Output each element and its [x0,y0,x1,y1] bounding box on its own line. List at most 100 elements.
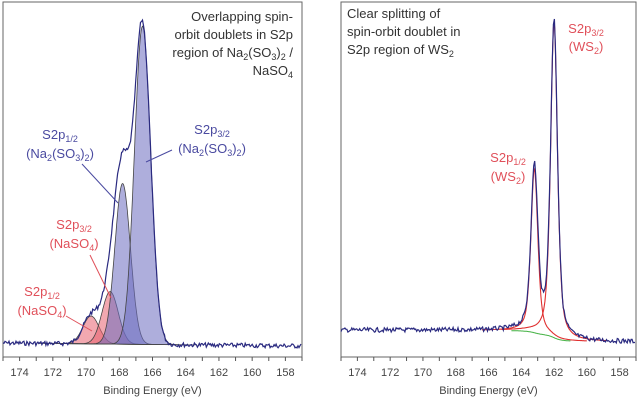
subscript: 2 [237,148,242,158]
x-tick-label: 158 [276,367,294,379]
text-run: S2p [490,150,513,165]
peak-annotation: S2p3/2(WS2) [568,21,604,56]
text-run: Clear splitting of [347,6,441,21]
panel-title-line: NaSO4 [253,63,293,80]
x-tick-label: 162 [210,367,228,379]
text-run: Overlapping spin- [191,9,293,24]
subscript: 2 [47,153,52,163]
measured-envelope-line [340,18,635,345]
peak-annotation: S2p3/2 (NaSO4) [49,217,112,299]
text-run: (NaSO [17,303,57,318]
x-tick-label: 160 [243,367,261,379]
subscript: 2 [85,153,90,163]
peak-label-line: S2p3/2 [56,217,92,234]
subscript: 2 [281,52,286,62]
x-tick-label: 174 [348,367,366,379]
peak-annotation: S2p1/2 (WS2) [490,150,526,186]
leader-line [145,149,173,163]
subscript: 1/2 [513,157,526,167]
x-axis-label: Binding Energy (eV) [439,385,537,397]
x-tick-label: 162 [545,367,563,379]
subscript: 3 [75,153,80,163]
text-run: ) [276,45,280,60]
text-run: spin-orbit doublet in [347,24,460,39]
x-tick-label: 170 [77,367,95,379]
text-run: (WS [569,39,595,54]
x-tick-label: 160 [578,367,596,379]
text-run: (NaSO [49,236,89,251]
subscript: 2 [516,176,521,186]
text-run: S2p [56,217,79,232]
text-run: S2p [42,127,65,142]
text-run: region of Na [172,45,244,60]
panel-title-line: Clear splitting of [347,6,441,21]
text-run: (SO [248,45,271,60]
text-run: (Na [178,141,200,156]
text-run: orbit doublets in S2p [174,27,293,42]
leader-line [81,163,119,204]
text-run: ) [242,141,246,156]
peak-label-line: S2p1/2 [24,284,60,301]
text-run: S2p [24,284,47,299]
text-run: ) [599,39,603,54]
text-run: (WS [491,169,517,184]
subscript: 3/2 [79,224,92,234]
text-run: ) [521,169,525,184]
peak-label-line: S2p1/2 [42,127,78,144]
panel-title-line: orbit doublets in S2p [174,27,293,42]
peak-label-line: (WS2) [569,39,604,56]
x-tick-label: 164 [177,367,195,379]
x-tick-label: 158 [610,367,628,379]
x-tick-label: 172 [44,367,62,379]
text-run: ) [90,146,94,161]
left-panel-nas-spectrum: 174 172 170 168 166 164 162 160 158 Binding Energ… [2,1,303,397]
text-run: S2p region of WS [347,42,449,57]
panel-title-line: S2p region of WS2 [347,42,454,59]
peak-label-line: S2p3/2 [194,122,230,139]
peak-label-line: (Na2(SO3)2) [178,141,246,158]
right-panel-ws2-spectrum: 174 172 170 168 166 164 162 160 158 Binding Energ… [340,1,637,397]
subscript: 2 [199,148,204,158]
x-tick-label: 172 [381,367,399,379]
text-run: NaSO [253,63,288,78]
subscript: 4 [89,243,94,253]
text-run: ) [94,236,98,251]
panel-title-line: spin-orbit doublet in [347,24,460,39]
peak-annotation: S2p1/2 (NaSO4) [17,284,93,332]
background-line [511,330,571,342]
subscript: 4 [288,70,293,80]
panel-title-line: region of Na2(SO3)2 / [172,45,293,62]
x-tick-label: 166 [143,367,161,379]
text-run: ) [80,146,84,161]
subscript: 2 [449,49,454,59]
subscript: 2 [243,52,248,62]
text-run: (Na [26,146,48,161]
subscript: 4 [57,310,62,320]
peak-label-line: S2p1/2 [490,150,526,167]
x-tick-label: 164 [512,367,530,379]
text-run: S2p [568,21,591,36]
x-tick-label: 174 [10,367,28,379]
leader-line [65,315,93,332]
subscript: 3/2 [217,129,230,139]
peak-label-line: (NaSO4) [49,236,98,253]
x-tick-label: 166 [479,367,497,379]
x-tick-label: 170 [414,367,432,379]
text-run: (SO [204,141,227,156]
panel-title-line: Overlapping spin- [191,9,293,24]
peak-label-line: (Na2(SO3)2) [26,146,94,163]
subscript: 3 [227,148,232,158]
text-run: (SO [52,146,75,161]
peak-label-line: (WS2) [491,169,526,186]
text-run: S2p [194,122,217,137]
x-tick-label: 168 [110,367,128,379]
subscript: 2 [594,46,599,56]
text-run: ) [232,141,236,156]
subscript: 1/2 [47,291,60,301]
x-tick-label: 168 [447,367,465,379]
subscript: 3/2 [591,28,604,38]
peak-label-line: (NaSO4) [17,303,66,320]
peak-annotation: S2p3/2(Na2(SO3)2) [145,122,246,163]
fit-component-peak [89,25,196,346]
